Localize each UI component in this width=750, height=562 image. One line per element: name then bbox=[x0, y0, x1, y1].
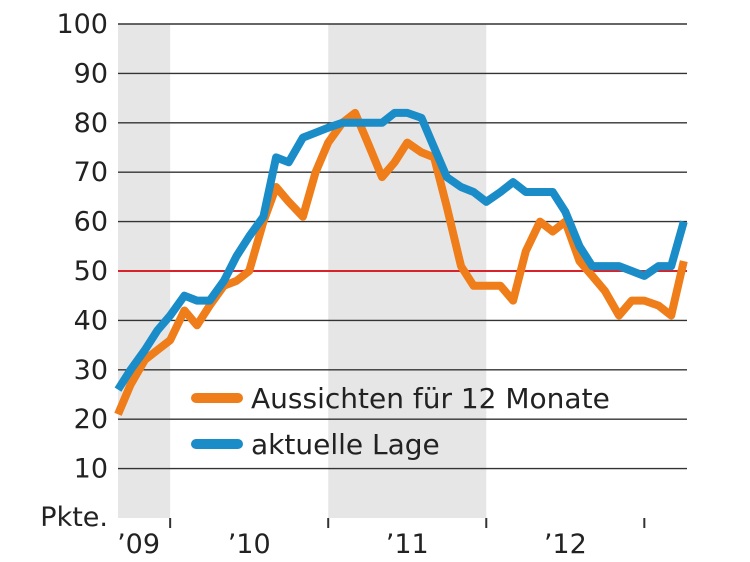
y-tick-label-30: 30 bbox=[74, 355, 108, 386]
y-tick-label-70: 70 bbox=[74, 157, 108, 188]
series-lines bbox=[114, 108, 688, 416]
x-tick-label-2: ’11 bbox=[386, 529, 429, 560]
y-axis-ticks: 10 20 30 40 50 60 70 80 90 100 Pkte. bbox=[40, 9, 108, 533]
y-tick-label-60: 60 bbox=[74, 207, 108, 238]
y-tick-label-90: 90 bbox=[74, 58, 108, 89]
x-axis-ticks: ’09 ’10 ’11 ’12 bbox=[117, 518, 646, 560]
legend-label-aussichten: Aussichten für 12 Monate bbox=[251, 382, 610, 415]
y-tick-label-40: 40 bbox=[74, 305, 108, 336]
y-tick-label-80: 80 bbox=[74, 108, 108, 139]
legend-label-aktuelle-lage: aktuelle Lage bbox=[251, 428, 440, 461]
series-line-1 bbox=[114, 108, 688, 392]
y-tick-label-10: 10 bbox=[74, 454, 108, 485]
y-tick-label-100: 100 bbox=[56, 9, 108, 40]
x-tick-label-1: ’10 bbox=[228, 529, 271, 560]
y-tick-label-20: 20 bbox=[74, 404, 108, 435]
legend: Aussichten für 12 Monate aktuelle Lage bbox=[191, 382, 610, 461]
x-tick-label-3: ’12 bbox=[544, 529, 587, 560]
y-tick-label-50: 50 bbox=[74, 256, 108, 287]
x-tick-label-0: ’09 bbox=[117, 529, 160, 560]
y-unit-label: Pkte. bbox=[40, 502, 108, 533]
